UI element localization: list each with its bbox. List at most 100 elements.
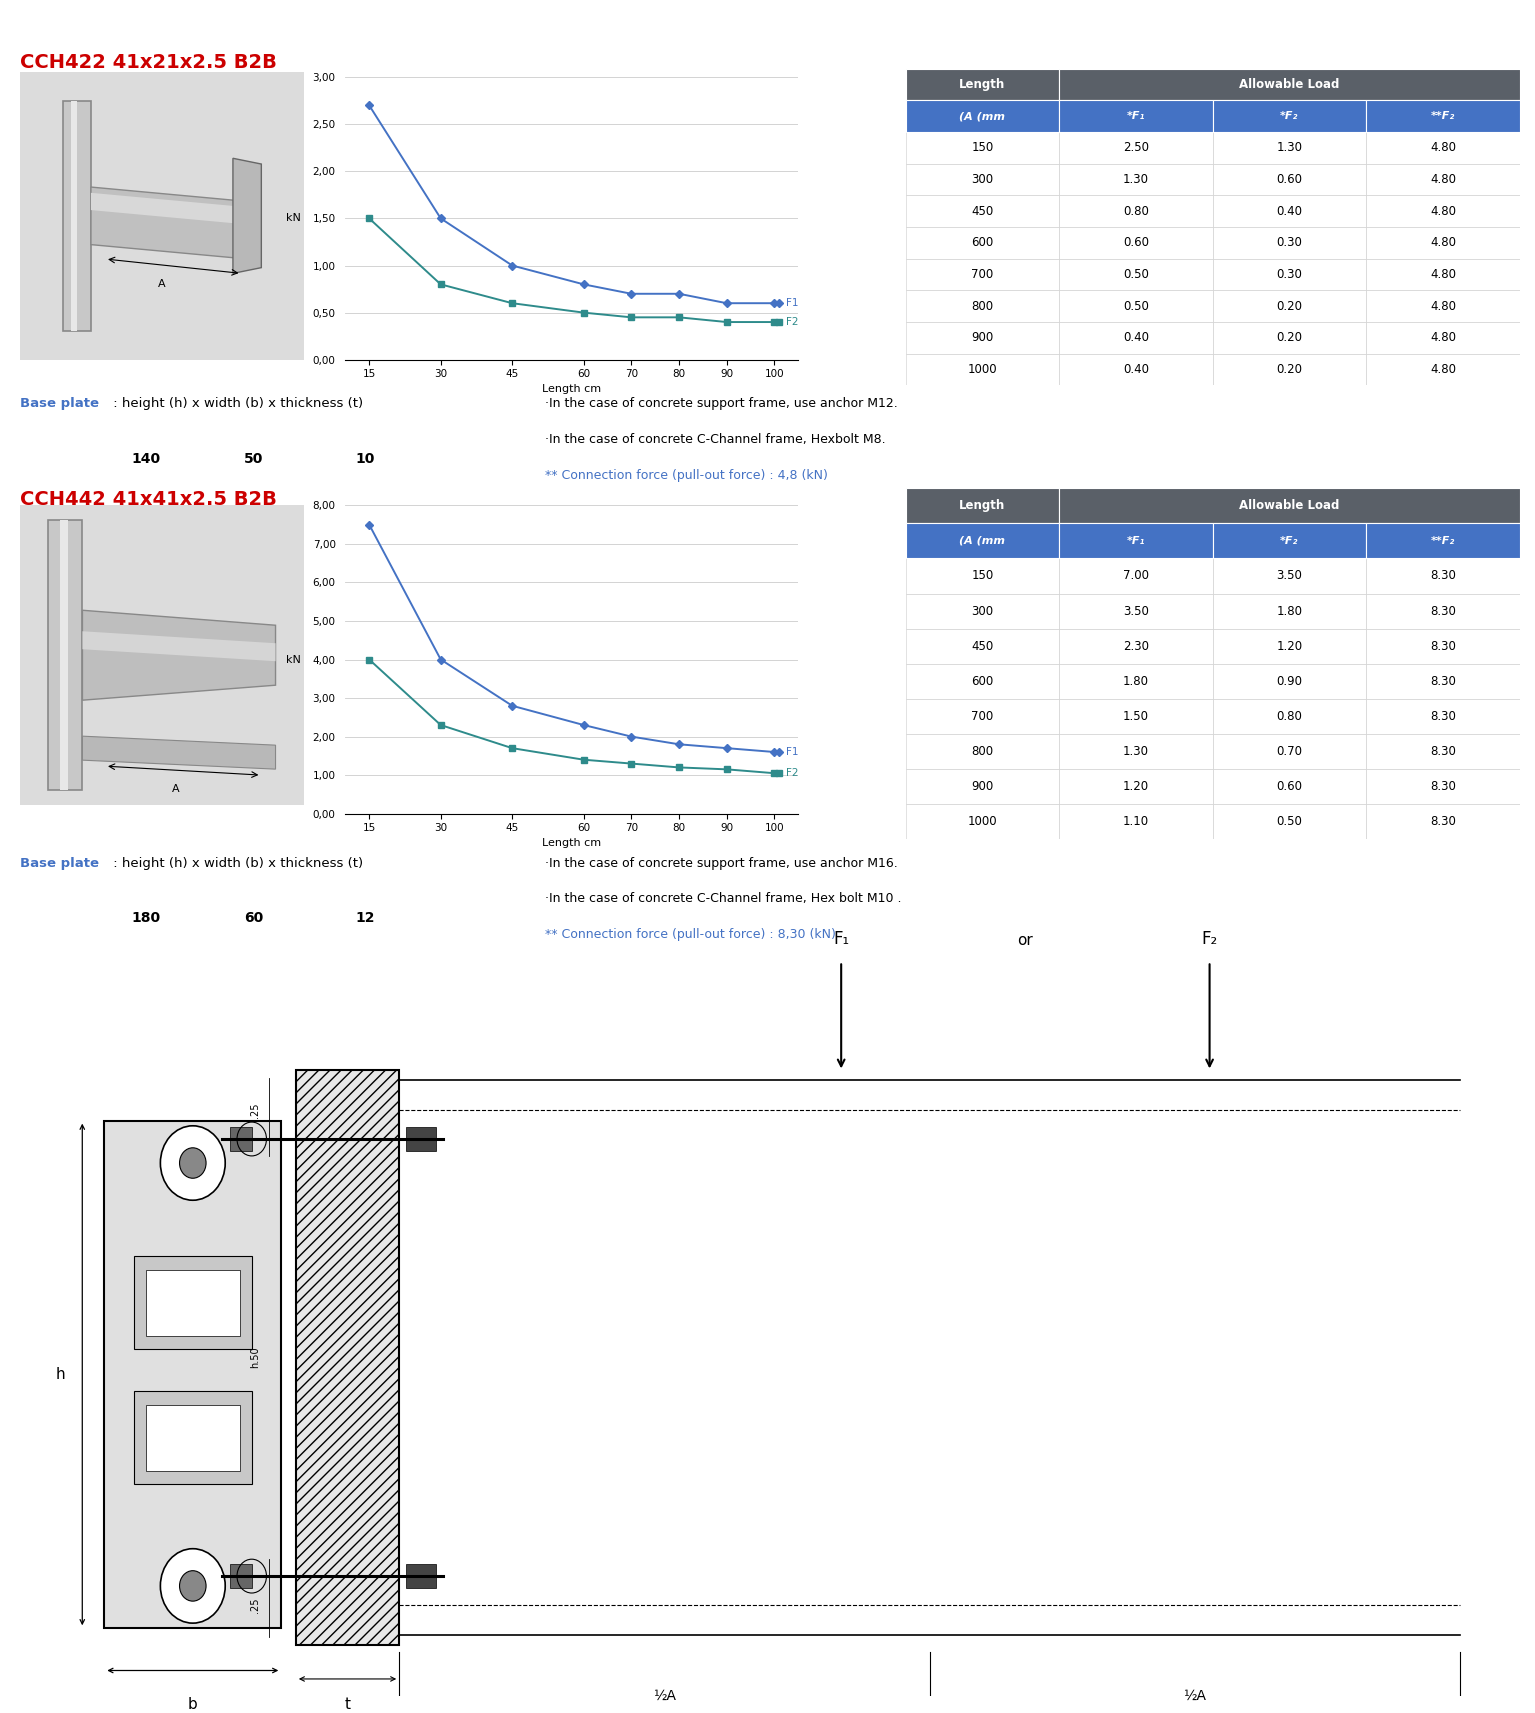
Text: 8.30: 8.30 — [1431, 605, 1455, 618]
Text: **F₂: **F₂ — [1431, 111, 1455, 122]
Text: 60: 60 — [244, 911, 262, 925]
Bar — [1059, 69, 1520, 99]
Bar — [1366, 593, 1520, 629]
Bar — [906, 69, 1059, 99]
Text: 0.20: 0.20 — [1277, 331, 1302, 344]
Bar — [1213, 195, 1366, 226]
Text: 3.50: 3.50 — [1277, 569, 1302, 582]
Text: 300: 300 — [972, 605, 993, 618]
Bar — [1366, 289, 1520, 322]
Text: 800: 800 — [972, 300, 993, 313]
Text: 1.80: 1.80 — [1277, 605, 1302, 618]
Text: 1.10: 1.10 — [1122, 815, 1150, 829]
Text: 300: 300 — [972, 173, 993, 187]
Bar — [906, 132, 1059, 164]
Text: F1: F1 — [786, 747, 798, 757]
Bar — [1366, 228, 1520, 259]
Bar — [230, 1127, 252, 1151]
Circle shape — [160, 1549, 226, 1624]
Text: 0.80: 0.80 — [1277, 709, 1302, 723]
Text: 4.80: 4.80 — [1431, 204, 1455, 218]
Text: (A (mm: (A (mm — [959, 111, 1005, 122]
Text: 1.30: 1.30 — [1124, 745, 1148, 759]
Bar — [146, 1269, 239, 1336]
Polygon shape — [71, 101, 77, 331]
Text: F2: F2 — [786, 317, 798, 327]
Text: 700: 700 — [972, 709, 993, 723]
Bar — [1059, 289, 1213, 322]
Bar — [906, 769, 1059, 805]
Bar — [1213, 629, 1366, 665]
Polygon shape — [233, 158, 261, 274]
Text: ·In the case of concrete support frame, use anchor M16.: ·In the case of concrete support frame, … — [545, 856, 898, 870]
Text: 700: 700 — [972, 267, 993, 281]
Text: ** Connection force (pull-out force) : 8,30 (kN): ** Connection force (pull-out force) : 8… — [545, 928, 835, 942]
Text: 0.60: 0.60 — [1277, 173, 1302, 187]
Text: Length: Length — [959, 498, 1005, 512]
Text: Allowable Load: Allowable Load — [1239, 77, 1340, 91]
Bar — [1059, 132, 1213, 164]
Bar — [230, 1564, 252, 1588]
Text: 0.20: 0.20 — [1277, 300, 1302, 313]
Text: 2.30: 2.30 — [1124, 639, 1148, 653]
Text: 10: 10 — [356, 452, 375, 466]
Text: 1.20: 1.20 — [1122, 779, 1150, 793]
Bar — [1366, 99, 1520, 132]
Bar — [1213, 228, 1366, 259]
Text: ½A: ½A — [652, 1689, 675, 1703]
Text: A: A — [158, 279, 166, 289]
Text: (A (mm: (A (mm — [959, 536, 1005, 546]
Bar — [1366, 322, 1520, 355]
Text: t: t — [344, 1698, 350, 1711]
Bar — [906, 195, 1059, 226]
Text: 50: 50 — [244, 452, 262, 466]
Bar — [906, 488, 1059, 524]
Text: 8.30: 8.30 — [1431, 569, 1455, 582]
Bar — [1213, 593, 1366, 629]
Text: 7.00: 7.00 — [1124, 569, 1148, 582]
Bar — [1059, 629, 1213, 665]
Text: ·In the case of concrete C-Channel frame, Hexbolt M8.: ·In the case of concrete C-Channel frame… — [545, 433, 886, 447]
Text: 0.60: 0.60 — [1124, 236, 1148, 250]
Text: 0.30: 0.30 — [1277, 267, 1302, 281]
Text: 4.80: 4.80 — [1431, 331, 1455, 344]
Text: *F₁: *F₁ — [1127, 111, 1145, 122]
Polygon shape — [83, 737, 276, 769]
Bar — [906, 99, 1059, 132]
Text: h: h — [55, 1367, 64, 1382]
Text: Allowable Load: Allowable Load — [1239, 498, 1340, 512]
Circle shape — [180, 1148, 206, 1179]
Bar — [1059, 164, 1213, 195]
Text: : height (h) x width (b) x thickness (t): : height (h) x width (b) x thickness (t) — [109, 856, 364, 870]
Bar — [1059, 769, 1213, 805]
Text: 0.50: 0.50 — [1124, 267, 1148, 281]
Text: 0.40: 0.40 — [1124, 363, 1148, 377]
Bar — [906, 558, 1059, 594]
Text: b: b — [187, 1698, 198, 1711]
Text: F₂: F₂ — [1202, 930, 1217, 947]
Bar — [134, 1391, 252, 1485]
Text: 1.30: 1.30 — [1124, 173, 1148, 187]
Text: 0.30: 0.30 — [1277, 236, 1302, 250]
Bar — [1213, 558, 1366, 594]
Polygon shape — [63, 101, 91, 331]
Bar — [1059, 488, 1520, 524]
Text: 4.80: 4.80 — [1431, 140, 1455, 154]
Text: 1000: 1000 — [967, 815, 998, 829]
Text: 0.80: 0.80 — [1124, 204, 1148, 218]
Text: 0.50: 0.50 — [1124, 300, 1148, 313]
X-axis label: Length cm: Length cm — [542, 384, 602, 394]
Bar — [1059, 195, 1213, 226]
Text: 140: 140 — [132, 452, 160, 466]
Text: 8.30: 8.30 — [1431, 745, 1455, 759]
Text: 1.50: 1.50 — [1124, 709, 1148, 723]
Bar — [1059, 663, 1213, 699]
Bar — [407, 1127, 436, 1151]
Bar — [1059, 733, 1213, 769]
Text: " Given Loads are always in [kN] " Allowable characteristic live load ": " Given Loads are always in [kN] " Allow… — [20, 959, 480, 973]
Text: 4.80: 4.80 — [1431, 300, 1455, 313]
Text: 8.30: 8.30 — [1431, 815, 1455, 829]
Bar — [906, 629, 1059, 665]
Bar — [1366, 663, 1520, 699]
Text: 0.20: 0.20 — [1277, 363, 1302, 377]
